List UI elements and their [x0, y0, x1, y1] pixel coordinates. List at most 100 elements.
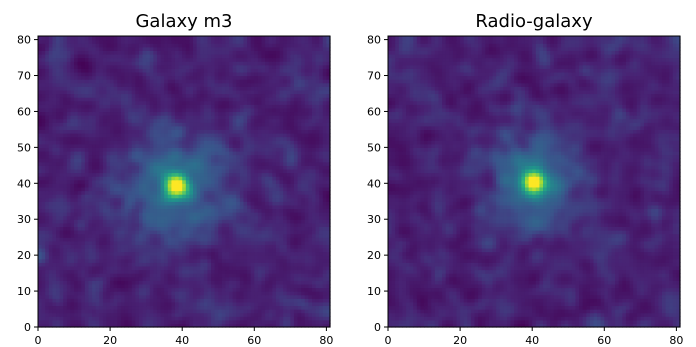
heatmap-cell	[106, 212, 111, 217]
heatmap-cell	[182, 136, 187, 141]
heatmap-cell	[304, 244, 309, 249]
heatmap-cell	[77, 269, 82, 274]
heatmap-cell	[52, 204, 57, 210]
heatmap-cell	[268, 280, 273, 285]
heatmap-cell	[297, 312, 302, 317]
heatmap-cell	[88, 255, 93, 260]
heatmap-cell	[301, 122, 306, 127]
heatmap-cell	[229, 104, 234, 109]
heatmap-cell	[164, 179, 169, 184]
heatmap-cell	[102, 208, 108, 213]
heatmap-cell	[56, 118, 61, 123]
heatmap-cell	[225, 291, 230, 296]
heatmap-cell	[286, 215, 291, 220]
heatmap-cell	[77, 222, 82, 227]
heatmap-cell	[178, 251, 183, 256]
heatmap-cell	[214, 251, 219, 256]
heatmap-cell	[153, 265, 158, 271]
heatmap-cell	[286, 323, 291, 328]
heatmap-cell	[138, 111, 144, 116]
heatmap-cell	[102, 237, 108, 242]
heatmap-cell	[70, 140, 75, 145]
heatmap-cell	[211, 222, 216, 227]
heatmap-cell	[250, 255, 255, 260]
heatmap-cell	[236, 240, 241, 245]
heatmap-cell	[189, 133, 194, 138]
heatmap-cell	[272, 287, 277, 292]
heatmap-cell	[229, 115, 234, 120]
heatmap-cell	[196, 244, 201, 249]
heatmap-cell	[319, 283, 324, 289]
heatmap-cell	[275, 298, 281, 303]
heatmap-cell	[257, 269, 263, 274]
heatmap-cell	[207, 212, 212, 217]
heatmap-cell	[286, 244, 291, 249]
heatmap-cell	[322, 276, 327, 281]
heatmap-cell	[221, 269, 227, 274]
heatmap-cell	[319, 294, 324, 299]
heatmap-cell	[225, 179, 230, 184]
heatmap-cell	[243, 247, 248, 253]
heatmap-cell	[138, 136, 144, 141]
heatmap-cell	[84, 140, 90, 145]
heatmap-cell	[193, 122, 198, 127]
heatmap-cell	[178, 240, 183, 245]
heatmap-cell	[304, 212, 309, 217]
heatmap-cell	[236, 269, 241, 274]
heatmap-cell	[81, 183, 86, 188]
heatmap-cell	[167, 240, 172, 245]
heatmap-cell	[153, 147, 158, 152]
heatmap-cell	[138, 323, 144, 328]
heatmap-cell	[207, 147, 212, 152]
heatmap-cell	[182, 107, 187, 113]
heatmap-cell	[203, 122, 209, 127]
heatmap-cell	[229, 283, 234, 289]
heatmap-cell	[56, 294, 61, 299]
heatmap-cell	[164, 147, 169, 152]
heatmap-cell	[142, 197, 147, 202]
heatmap-cell	[239, 186, 245, 192]
heatmap-cell	[200, 233, 205, 238]
heatmap-cell	[174, 190, 180, 195]
heatmap-cell	[257, 154, 263, 159]
heatmap-cell	[218, 118, 223, 123]
heatmap-cell	[283, 255, 288, 260]
heatmap-cell	[261, 176, 266, 181]
heatmap-cell	[120, 190, 126, 195]
heatmap-cell	[243, 147, 248, 152]
heatmap-cell	[322, 179, 327, 184]
heatmap-cell	[229, 312, 234, 317]
heatmap-cell	[41, 291, 46, 296]
heatmap-cell	[261, 147, 266, 152]
heatmap-cell	[77, 179, 82, 184]
heatmap-cell	[110, 273, 115, 278]
heatmap-cell	[311, 197, 317, 202]
heatmap-cell	[250, 172, 255, 177]
heatmap-cell	[178, 190, 183, 195]
heatmap-cell	[250, 133, 255, 138]
heatmap-cell	[185, 280, 190, 285]
heatmap-cell	[52, 255, 57, 260]
heatmap-cell	[311, 262, 317, 267]
heatmap-cell	[66, 165, 72, 170]
heatmap-cell	[315, 107, 320, 113]
heatmap-cell	[236, 226, 241, 231]
heatmap-cell	[171, 190, 176, 195]
heatmap-cell	[286, 150, 291, 156]
heatmap-cell	[189, 212, 194, 217]
heatmap-cell	[95, 283, 100, 289]
heatmap-cell	[77, 143, 82, 148]
heatmap-cell	[319, 240, 324, 245]
heatmap-cell	[268, 201, 273, 206]
heatmap-cell	[275, 118, 281, 123]
heatmap-cell	[268, 291, 273, 296]
heatmap-cell	[41, 208, 46, 213]
heatmap-cell	[66, 301, 72, 307]
heatmap-cell	[113, 136, 118, 141]
heatmap-cell	[153, 244, 158, 249]
heatmap-cell	[265, 233, 270, 238]
heatmap-cell	[301, 291, 306, 296]
heatmap-cell	[308, 115, 313, 120]
heatmap-cell	[207, 158, 212, 163]
heatmap-cell	[146, 240, 151, 245]
